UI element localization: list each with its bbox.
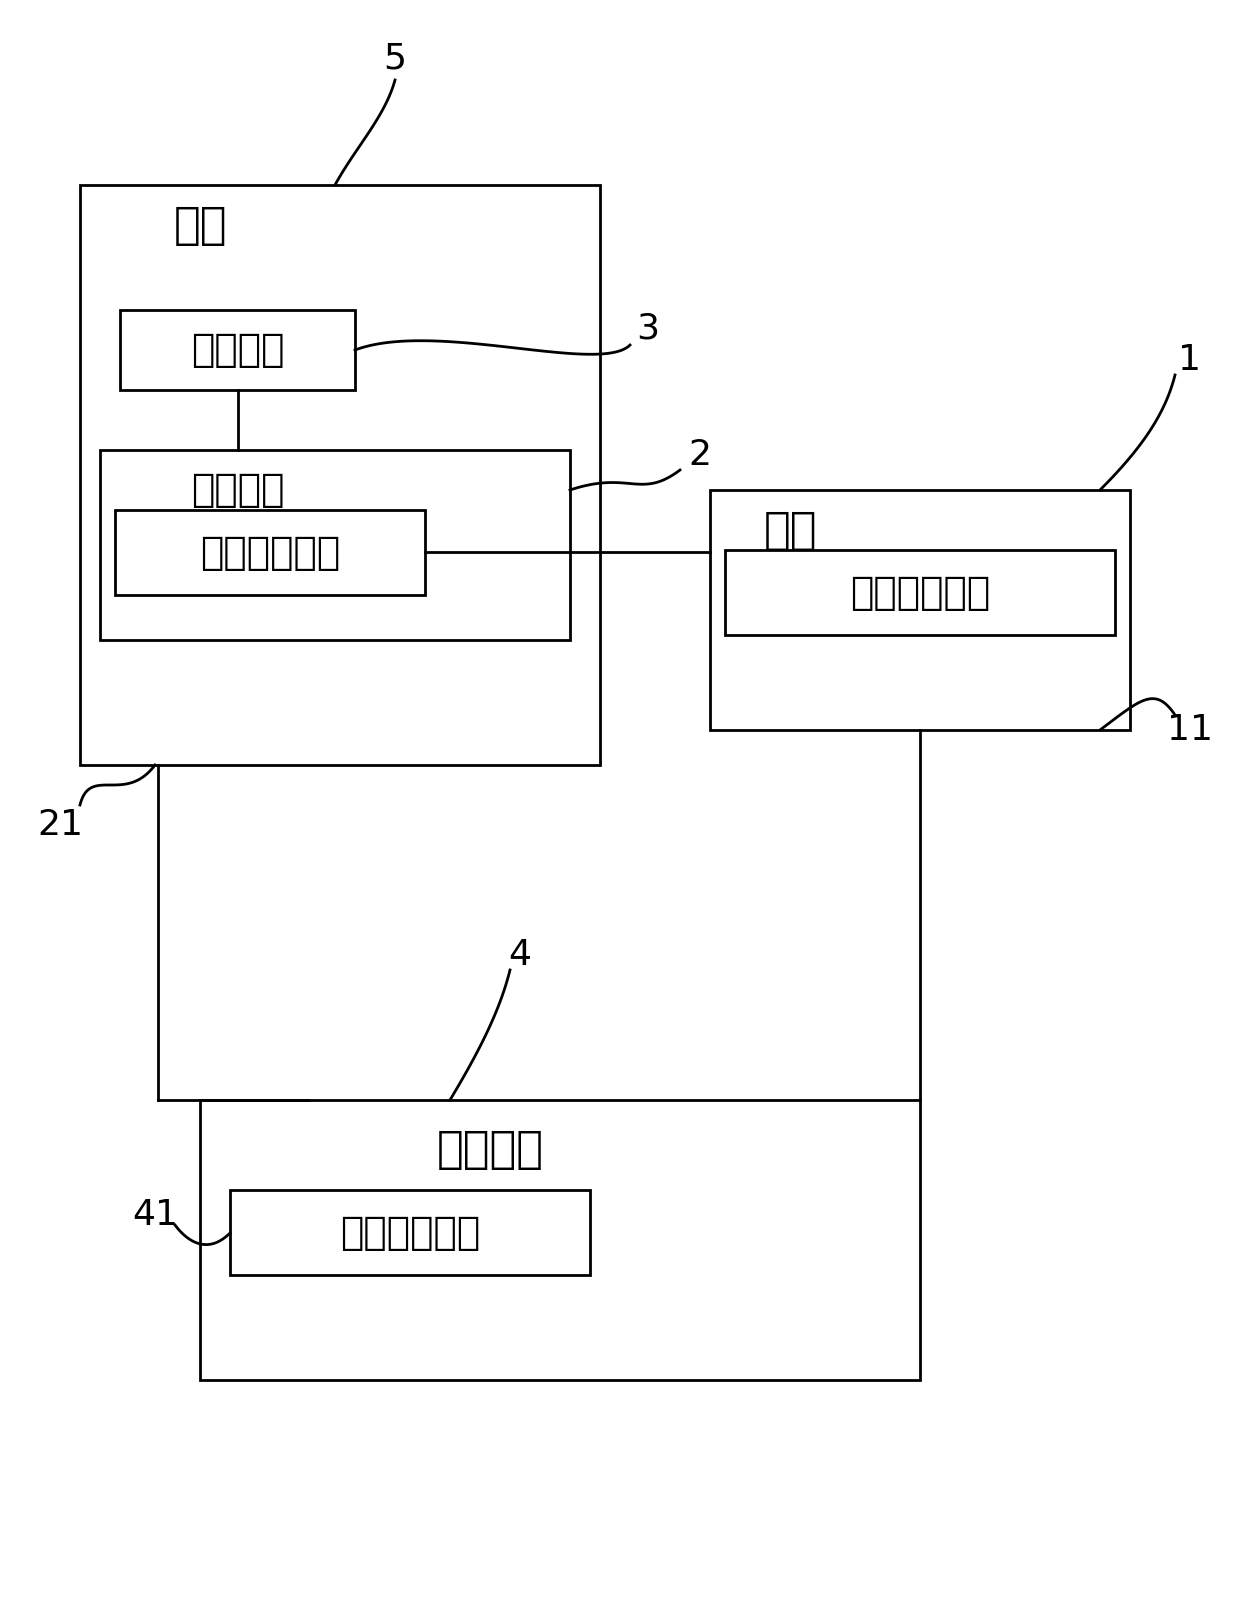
Bar xyxy=(115,510,425,596)
Text: 手机: 手机 xyxy=(764,509,817,552)
Bar xyxy=(81,185,600,765)
Text: 21: 21 xyxy=(37,808,83,842)
Bar xyxy=(200,1100,920,1380)
Bar xyxy=(725,551,1115,634)
Text: 时间识别模块: 时间识别模块 xyxy=(849,575,990,612)
Text: 无线通信模块: 无线通信模块 xyxy=(200,535,340,572)
Text: 2: 2 xyxy=(688,438,712,472)
Text: 11: 11 xyxy=(1167,713,1213,747)
Text: 4: 4 xyxy=(508,939,532,972)
Text: 41: 41 xyxy=(131,1198,179,1232)
Bar xyxy=(120,311,355,390)
Bar xyxy=(229,1190,590,1275)
Bar xyxy=(100,451,570,641)
Text: 切换机构: 切换机构 xyxy=(191,332,285,369)
Text: 汽车: 汽车 xyxy=(174,203,227,246)
Text: 3: 3 xyxy=(636,311,660,345)
Text: 地理识别模块: 地理识别模块 xyxy=(340,1214,480,1253)
Text: 5: 5 xyxy=(383,40,407,76)
Text: 云计算端: 云计算端 xyxy=(436,1129,543,1172)
Bar xyxy=(711,489,1130,729)
Text: 控制模块: 控制模块 xyxy=(191,472,285,509)
Text: 1: 1 xyxy=(1178,343,1202,377)
